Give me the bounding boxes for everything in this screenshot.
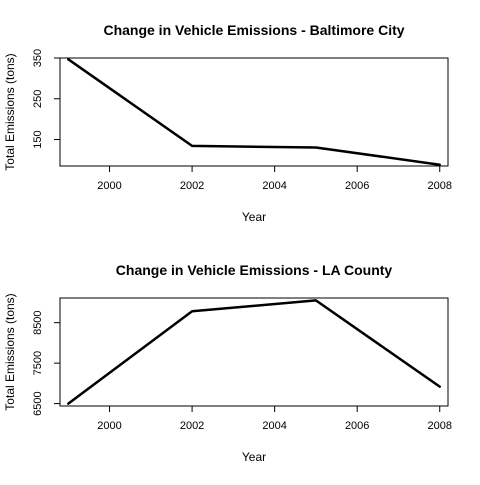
x-axis-ticks: 2000 2002 2004 2006 2008 bbox=[97, 406, 452, 432]
series-group bbox=[67, 299, 441, 405]
y-axis-ticks: 6500 7500 8500 bbox=[32, 310, 60, 416]
x-tick-label: 2000 bbox=[97, 180, 121, 192]
chart-title: Change in Vehicle Emissions - Baltimore … bbox=[103, 22, 404, 38]
series-line bbox=[67, 58, 441, 166]
plot-frame bbox=[59, 57, 449, 167]
x-tick-label: 2006 bbox=[345, 180, 369, 192]
x-axis-label: Year bbox=[242, 210, 266, 224]
y-axis-label: Total Emissions (tons) bbox=[3, 293, 17, 410]
y-tick-label: 8500 bbox=[32, 310, 44, 334]
x-axis-label: Year bbox=[242, 450, 266, 464]
x-tick-label: 2008 bbox=[428, 420, 452, 432]
x-axis-ticks: 2000 2002 2004 2006 2008 bbox=[97, 166, 452, 192]
y-tick-label: 250 bbox=[32, 90, 44, 108]
chart-panel-la-county: Change in Vehicle Emissions - LA County … bbox=[3, 262, 452, 464]
y-axis-label: Total Emissions (tons) bbox=[3, 53, 17, 170]
x-tick-label: 2006 bbox=[345, 420, 369, 432]
chart-panel-baltimore: Change in Vehicle Emissions - Baltimore … bbox=[3, 22, 452, 224]
y-tick-label: 350 bbox=[32, 49, 44, 67]
series-group bbox=[67, 58, 441, 166]
chart-title: Change in Vehicle Emissions - LA County bbox=[116, 262, 393, 278]
y-axis-ticks: 150 250 350 bbox=[32, 49, 60, 149]
x-tick-label: 2002 bbox=[180, 180, 204, 192]
y-tick-label: 7500 bbox=[32, 351, 44, 375]
x-tick-label: 2002 bbox=[180, 420, 204, 432]
x-tick-label: 2008 bbox=[428, 180, 452, 192]
series-line bbox=[67, 299, 441, 405]
plot-frame bbox=[59, 297, 449, 407]
x-tick-label: 2000 bbox=[97, 420, 121, 432]
x-tick-label: 2004 bbox=[262, 180, 286, 192]
x-tick-label: 2004 bbox=[262, 420, 286, 432]
y-tick-label: 6500 bbox=[32, 391, 44, 415]
y-tick-label: 150 bbox=[32, 130, 44, 148]
